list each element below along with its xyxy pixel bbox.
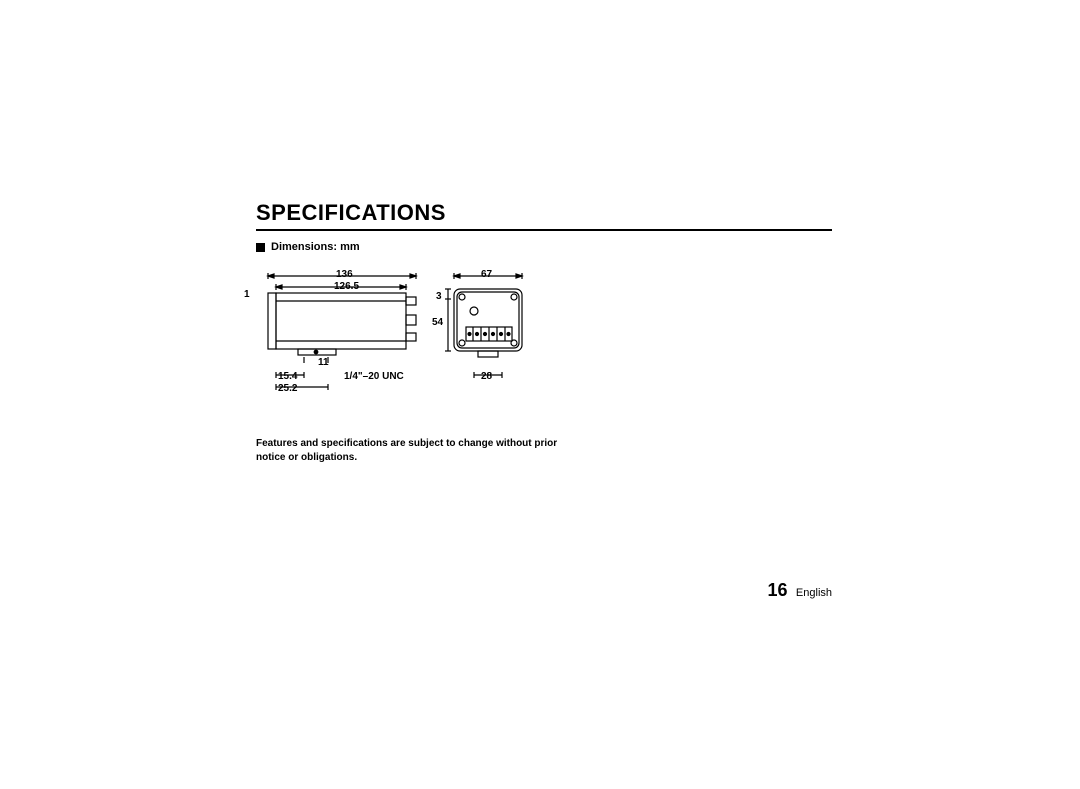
disclaimer-text: Features and specifications are subject …	[256, 437, 586, 464]
dim-front-bottom: 28	[481, 371, 492, 382]
dim-front-lower: 54	[432, 317, 443, 328]
dim-top-inner: 126.5	[334, 281, 359, 292]
bullet-icon	[256, 243, 265, 252]
subheading-row: Dimensions: mm	[256, 241, 832, 253]
page-language: English	[796, 587, 832, 599]
diagram-svg	[256, 271, 556, 411]
page-footer: 16 English	[256, 580, 832, 601]
dimension-diagram: 1 136 126.5 67 3 54 11 1/4"–20 UNC 15.4 …	[256, 271, 556, 411]
page-title: SPECIFICATIONS	[256, 200, 832, 231]
subheading: Dimensions: mm	[271, 241, 360, 253]
dim-front-upper: 3	[436, 291, 442, 302]
dim-front-top: 67	[481, 269, 492, 280]
dim-thread: 1/4"–20 UNC	[344, 371, 404, 382]
dim-bottom-a: 15.4	[278, 371, 297, 382]
page-number: 16	[767, 580, 787, 600]
dim-left: 1	[244, 289, 250, 300]
dim-bottom-small: 11	[318, 357, 329, 368]
dim-top-outer: 136	[336, 269, 353, 280]
dim-bottom-b: 25.2	[278, 383, 297, 394]
